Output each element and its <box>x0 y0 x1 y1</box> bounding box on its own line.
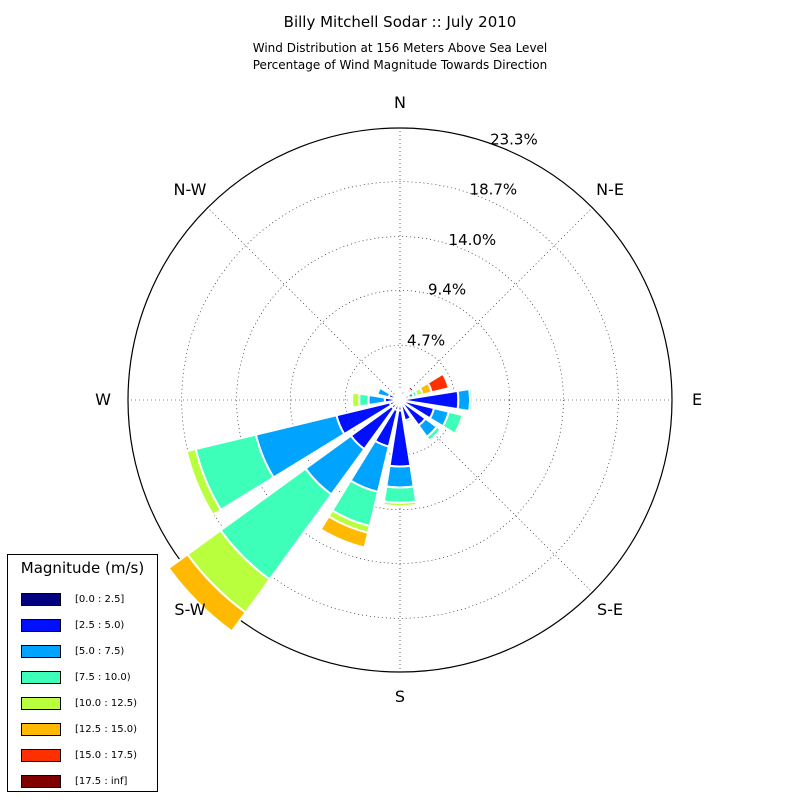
legend-label: [12.5 : 15.0) <box>75 723 138 735</box>
wind-bar-segment <box>453 413 466 437</box>
wind-bar-segment <box>382 500 418 508</box>
radial-gridline <box>236 236 564 564</box>
wind-bar-segment <box>456 387 472 413</box>
radial-gridline <box>289 289 511 511</box>
legend-item: [12.5 : 15.0) <box>8 716 157 742</box>
wind-bar-segment <box>426 372 451 394</box>
radial-tick-label: 9.4% <box>428 281 466 299</box>
legend-swatch <box>21 696 61 710</box>
legend-item: [5.0 : 7.5) <box>8 638 157 664</box>
wind-bar-segment <box>425 425 443 443</box>
legend-swatch <box>21 592 61 606</box>
direction-label: W <box>95 390 111 409</box>
radial-tick-label: 23.3% <box>490 131 538 149</box>
legend-swatch <box>21 618 61 632</box>
legend-swatch <box>21 722 61 736</box>
wind-bar-segment <box>358 392 371 408</box>
chart-subtitle-line1: Wind Distribution at 156 Meters Above Se… <box>252 41 548 55</box>
direction-label: N <box>394 93 406 112</box>
direction-label: E <box>692 390 702 409</box>
wind-bar-segment <box>385 464 415 489</box>
wind-bar-segment <box>382 485 418 504</box>
direction-label: S-E <box>597 600 623 619</box>
legend-title: Magnitude (m/s) <box>20 559 145 577</box>
outer-circle <box>127 127 673 673</box>
radial-gridline <box>181 181 619 619</box>
radial-tick-label: 4.7% <box>407 331 445 349</box>
axis-labels: 4.7% 9.4% 14.0% 18.7% 23.3% N N-E E S-E S S-W W N-W <box>95 93 702 706</box>
legend-label: [17.5 : inf] <box>75 775 128 787</box>
angular-gridline <box>399 207 593 401</box>
legend: Magnitude (m/s) [0.0 : 2.5] [2.5 : 5.0) [5… <box>7 554 158 792</box>
wind-bar-segment <box>406 384 416 394</box>
angular-gridline <box>399 399 593 593</box>
legend-label: [2.5 : 5.0) <box>75 619 125 631</box>
radial-tick-label: 14.0% <box>449 231 497 249</box>
radial-tick-label: 18.7% <box>470 180 518 198</box>
wind-bar-segment <box>394 391 400 397</box>
legend-item: [0.0 : 2.5] <box>8 586 157 612</box>
direction-label: N-W <box>174 180 207 199</box>
wind-bar-segment <box>403 416 414 424</box>
legend-label: [5.0 : 7.5) <box>75 645 125 657</box>
chart-title: Billy Mitchell Sodar :: July 2010 <box>283 13 517 31</box>
legend-swatch <box>21 748 61 762</box>
wind-bar-segment <box>319 515 370 549</box>
legend-label: [0.0 : 2.5] <box>75 593 125 605</box>
legend-item: [7.5 : 10.0) <box>8 664 157 690</box>
legend-items: [0.0 : 2.5] [2.5 : 5.0) [5.0 : 7.5) [7.5 : … <box>8 586 157 794</box>
wind-bar-segment <box>167 552 248 633</box>
direction-label: N-E <box>596 180 624 199</box>
chart-subtitle-line2: Percentage of Wind Magnitude Towards Dir… <box>252 58 548 72</box>
legend-label: [7.5 : 10.0) <box>75 671 131 683</box>
legend-item: [10.0 : 12.5) <box>8 690 157 716</box>
wind-bar-segment <box>351 391 361 409</box>
direction-label: S-W <box>174 600 205 619</box>
wind-bar-segment <box>468 387 474 413</box>
wind-bars <box>167 372 474 633</box>
wind-bar-segment <box>185 447 223 517</box>
angular-gridline <box>207 207 401 401</box>
wind-bar-segment <box>376 386 392 399</box>
legend-label: [15.0 : 17.5) <box>75 749 138 761</box>
legend-item: [15.0 : 17.5) <box>8 742 157 768</box>
legend-item: [17.5 : inf] <box>8 768 157 794</box>
legend-label: [10.0 : 12.5) <box>75 697 138 709</box>
legend-swatch <box>21 670 61 684</box>
legend-item: [2.5 : 5.0) <box>8 612 157 638</box>
direction-label: S <box>395 687 405 706</box>
legend-swatch <box>21 644 61 658</box>
legend-swatch <box>21 774 61 788</box>
